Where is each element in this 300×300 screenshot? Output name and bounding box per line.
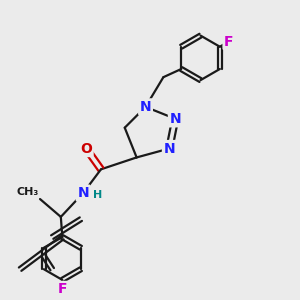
Text: F: F — [224, 34, 234, 49]
Text: N: N — [140, 100, 152, 114]
Text: N: N — [169, 112, 181, 126]
Text: O: O — [80, 142, 92, 155]
Text: CH₃: CH₃ — [16, 187, 38, 197]
Text: H: H — [93, 190, 102, 200]
Text: F: F — [58, 282, 67, 296]
Text: N: N — [77, 186, 89, 200]
Text: N: N — [164, 142, 175, 155]
